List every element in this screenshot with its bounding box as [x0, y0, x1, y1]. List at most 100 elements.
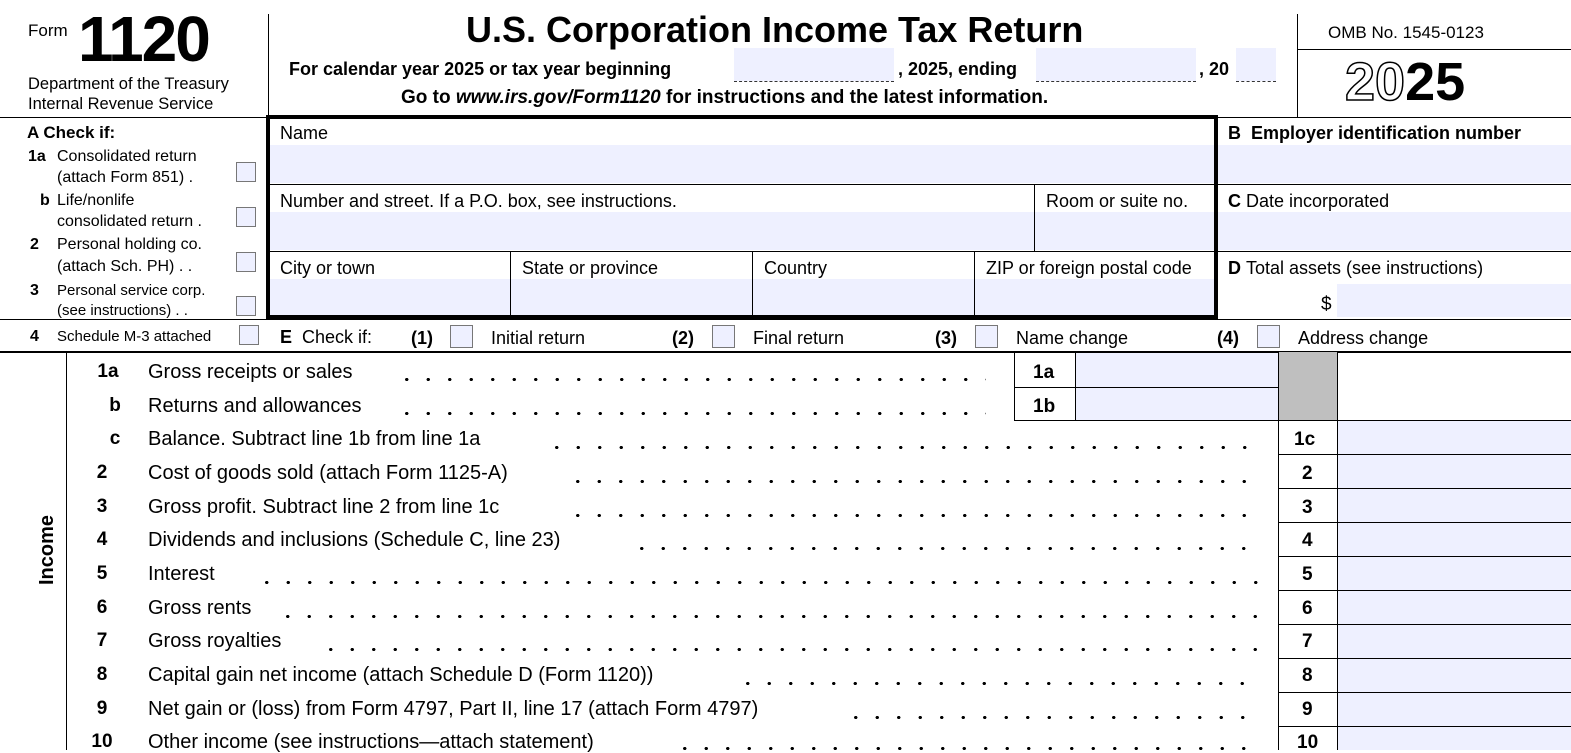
dept-line1: Department of the Treasury [28, 75, 229, 93]
b-letter: B [1228, 123, 1241, 143]
line-number: 3 [96, 496, 108, 517]
city-field[interactable] [270, 279, 510, 315]
shaded-cell [1279, 352, 1337, 420]
line-10-amount-field[interactable] [1338, 727, 1571, 750]
calendar-year-text: For calendar year 2025 or tax year begin… [289, 59, 672, 79]
room-label: Room or suite no. [1046, 191, 1189, 211]
goto-suffix: for instructions and the latest informat… [660, 87, 1049, 108]
e-option-label: Final return [753, 328, 845, 348]
goto-prefix: Go to [401, 87, 456, 108]
line-text: Gross profit. Subtract line 2 from line … [148, 496, 500, 518]
final-return-checkbox[interactable] [712, 325, 735, 348]
tax-year-end-yy-field[interactable] [1236, 48, 1276, 81]
a-item-line1: Personal service corp. [57, 282, 206, 299]
room-field[interactable] [1035, 212, 1214, 250]
line-8-amount-field[interactable] [1338, 659, 1571, 692]
name-change-checkbox[interactable] [975, 325, 998, 348]
line-5-amount-field[interactable] [1338, 557, 1571, 590]
line-text: Interest [148, 563, 215, 585]
tax-year-outline: 20 [1344, 52, 1406, 112]
e-option-label: Name change [1016, 328, 1129, 348]
e-letter: E [280, 327, 293, 347]
line-box-label: 4 [1302, 530, 1313, 551]
a-item-num: 3 [30, 282, 39, 299]
line-number: 2 [96, 462, 108, 483]
dollar-sign: $ [1321, 294, 1332, 315]
a-item-line2: (attach Sch. PH) . . [57, 258, 193, 275]
line-box-label: 3 [1302, 497, 1313, 518]
zip-label: ZIP or foreign postal code [986, 258, 1192, 278]
tax-year-end-field[interactable] [1036, 48, 1196, 81]
e-option-label: Address change [1298, 328, 1429, 348]
a-item-line2: consolidated return . [57, 213, 202, 230]
line-1c-amount-field[interactable] [1338, 421, 1571, 454]
a-item-line1: Schedule M-3 attached [57, 328, 212, 345]
e-label: Check if: [302, 327, 373, 347]
line-box-label: 7 [1302, 631, 1313, 652]
d-letter: D [1228, 258, 1241, 278]
a-item-num: b [40, 192, 50, 209]
line-box-label: 1a [1033, 362, 1055, 383]
total-assets-field[interactable] [1337, 284, 1571, 317]
date-incorporated-label: Date incorporated [1246, 191, 1390, 211]
a-item-num: 4 [30, 328, 39, 345]
country-label: Country [764, 258, 828, 278]
schedule-m3-checkbox[interactable] [239, 325, 259, 345]
personal-holding-checkbox[interactable] [236, 252, 256, 272]
tax-year-begin-field[interactable] [734, 48, 894, 81]
date-incorporated-field[interactable] [1218, 212, 1571, 250]
goto-line: Go to www.irs.gov/Form1120 for instructi… [401, 88, 1048, 107]
line-2-amount-field[interactable] [1338, 455, 1571, 488]
country-field[interactable] [753, 279, 974, 315]
e-heading: E Check if: [280, 328, 372, 346]
line-1a-amount-field[interactable] [1076, 353, 1278, 387]
c-heading: C Date incorporated [1228, 192, 1389, 210]
omb-number: OMB No. 1545-0123 [1328, 23, 1484, 42]
ein-label: Employer identification number [1251, 123, 1522, 143]
e-option-num: (1) [411, 328, 433, 348]
irs-link[interactable]: www.irs.gov/Form1120 [455, 87, 661, 108]
street-field[interactable] [270, 212, 1034, 250]
line-4-amount-field[interactable] [1338, 523, 1571, 556]
name-label: Name [280, 123, 329, 143]
a-item-line1: Consolidated return [57, 148, 197, 165]
line-1b-amount-field[interactable] [1076, 388, 1278, 420]
line-3-amount-field[interactable] [1338, 489, 1571, 522]
personal-service-checkbox[interactable] [236, 296, 256, 316]
name-field[interactable] [270, 145, 1214, 183]
address-change-checkbox[interactable] [1257, 325, 1280, 348]
city-label: City or town [280, 258, 376, 278]
ein-field[interactable] [1218, 145, 1571, 183]
total-assets-label: Total assets (see instructions) [1246, 258, 1484, 278]
line-text: Cost of goods sold (attach Form 1125-A) [148, 462, 508, 484]
line-number: b [109, 395, 121, 416]
line-9-amount-field[interactable] [1338, 693, 1571, 726]
state-field[interactable] [511, 279, 752, 315]
line-7-amount-field[interactable] [1338, 625, 1571, 658]
section-a-title: A Check if: [27, 123, 116, 142]
tax-year: 2025 [1344, 52, 1465, 112]
income-side-label: Income [36, 514, 58, 585]
life-nonlife-checkbox[interactable] [236, 207, 256, 227]
zip-field[interactable] [975, 279, 1214, 315]
line-box-label: 1c [1294, 429, 1316, 450]
dept-line2: Internal Revenue Service [28, 95, 214, 113]
form-title: U.S. Corporation Income Tax Return [466, 9, 1084, 50]
line-number: 5 [96, 563, 108, 584]
line-text: Gross receipts or sales [148, 361, 353, 383]
line-text: Gross rents [148, 597, 252, 619]
form-number: 1120 [78, 3, 211, 75]
line-text: Balance. Subtract line 1b from line 1a [148, 428, 481, 450]
line-box-label: 8 [1302, 665, 1313, 686]
street-label: Number and street. If a P.O. box, see in… [280, 191, 677, 211]
line-6-amount-field[interactable] [1338, 591, 1571, 624]
initial-return-checkbox[interactable] [450, 325, 473, 348]
b-heading: B Employer identification number [1228, 124, 1521, 142]
line-box-label: 6 [1302, 598, 1313, 619]
line-box-label: 5 [1302, 564, 1313, 585]
a-item-line2: (attach Form 851) . [57, 169, 194, 186]
state-label: State or province [522, 258, 659, 278]
consolidated-return-checkbox[interactable] [236, 162, 256, 182]
line-text: Net gain or (loss) from Form 4797, Part … [148, 698, 759, 720]
year-end-text: , 20 [1199, 59, 1230, 79]
